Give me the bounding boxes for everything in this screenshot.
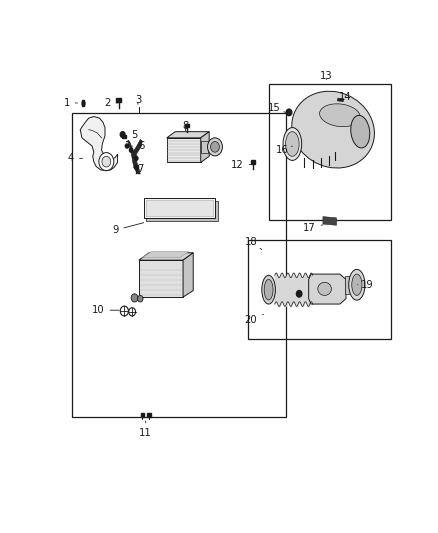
Ellipse shape bbox=[351, 115, 370, 148]
Polygon shape bbox=[323, 216, 336, 225]
Text: 3: 3 bbox=[135, 95, 141, 105]
Ellipse shape bbox=[352, 274, 362, 295]
Bar bbox=[144, 198, 215, 218]
Text: 6: 6 bbox=[132, 141, 145, 151]
Polygon shape bbox=[80, 117, 117, 171]
Bar bbox=[288, 110, 291, 114]
Text: 13: 13 bbox=[320, 71, 332, 81]
Bar bbox=[122, 134, 126, 138]
Bar bbox=[185, 124, 189, 127]
Ellipse shape bbox=[292, 91, 374, 168]
Bar bbox=[268, 84, 391, 220]
Ellipse shape bbox=[320, 104, 360, 127]
Bar bbox=[201, 141, 208, 152]
Text: 11: 11 bbox=[139, 421, 152, 438]
Bar bbox=[146, 200, 213, 216]
Ellipse shape bbox=[349, 269, 365, 300]
Bar bbox=[345, 276, 352, 294]
Circle shape bbox=[102, 156, 111, 167]
Text: 12: 12 bbox=[231, 159, 251, 169]
Polygon shape bbox=[142, 252, 189, 257]
Circle shape bbox=[138, 295, 143, 302]
Bar bbox=[72, 113, 286, 417]
Polygon shape bbox=[167, 138, 201, 163]
Text: 4: 4 bbox=[68, 154, 82, 163]
Bar bbox=[251, 160, 255, 164]
Text: 8: 8 bbox=[182, 122, 189, 131]
Bar bbox=[134, 165, 138, 168]
Circle shape bbox=[134, 156, 138, 160]
Ellipse shape bbox=[283, 127, 302, 160]
Polygon shape bbox=[139, 253, 193, 260]
Text: 2: 2 bbox=[104, 98, 117, 108]
Circle shape bbox=[129, 148, 133, 152]
Text: 19: 19 bbox=[357, 280, 374, 290]
Ellipse shape bbox=[318, 282, 332, 295]
Bar bbox=[141, 413, 144, 417]
Circle shape bbox=[297, 290, 302, 297]
Ellipse shape bbox=[262, 276, 276, 304]
Text: 18: 18 bbox=[245, 238, 262, 249]
Text: 10: 10 bbox=[92, 305, 119, 315]
Circle shape bbox=[211, 142, 219, 152]
Circle shape bbox=[131, 294, 138, 302]
Text: 14: 14 bbox=[339, 92, 351, 102]
Text: 17: 17 bbox=[303, 223, 323, 233]
Circle shape bbox=[286, 109, 292, 116]
Text: 7: 7 bbox=[134, 164, 144, 174]
Circle shape bbox=[125, 144, 129, 148]
Bar bbox=[82, 100, 84, 106]
Bar bbox=[248, 240, 391, 339]
Polygon shape bbox=[309, 274, 346, 304]
Polygon shape bbox=[139, 260, 183, 297]
Polygon shape bbox=[126, 140, 142, 174]
Text: 15: 15 bbox=[268, 103, 286, 114]
Text: 16: 16 bbox=[276, 145, 293, 155]
Text: 1: 1 bbox=[64, 98, 78, 108]
Polygon shape bbox=[183, 253, 193, 297]
Bar bbox=[148, 413, 151, 417]
Ellipse shape bbox=[286, 132, 299, 156]
Ellipse shape bbox=[264, 279, 273, 300]
Circle shape bbox=[208, 138, 223, 156]
Text: 9: 9 bbox=[112, 223, 144, 235]
Polygon shape bbox=[167, 132, 209, 138]
Circle shape bbox=[120, 132, 125, 138]
Polygon shape bbox=[337, 98, 344, 102]
Polygon shape bbox=[201, 132, 209, 163]
Circle shape bbox=[99, 152, 114, 171]
Bar bbox=[146, 201, 218, 221]
Bar bbox=[116, 98, 121, 102]
Text: 5: 5 bbox=[124, 131, 138, 140]
Text: 20: 20 bbox=[245, 314, 264, 326]
